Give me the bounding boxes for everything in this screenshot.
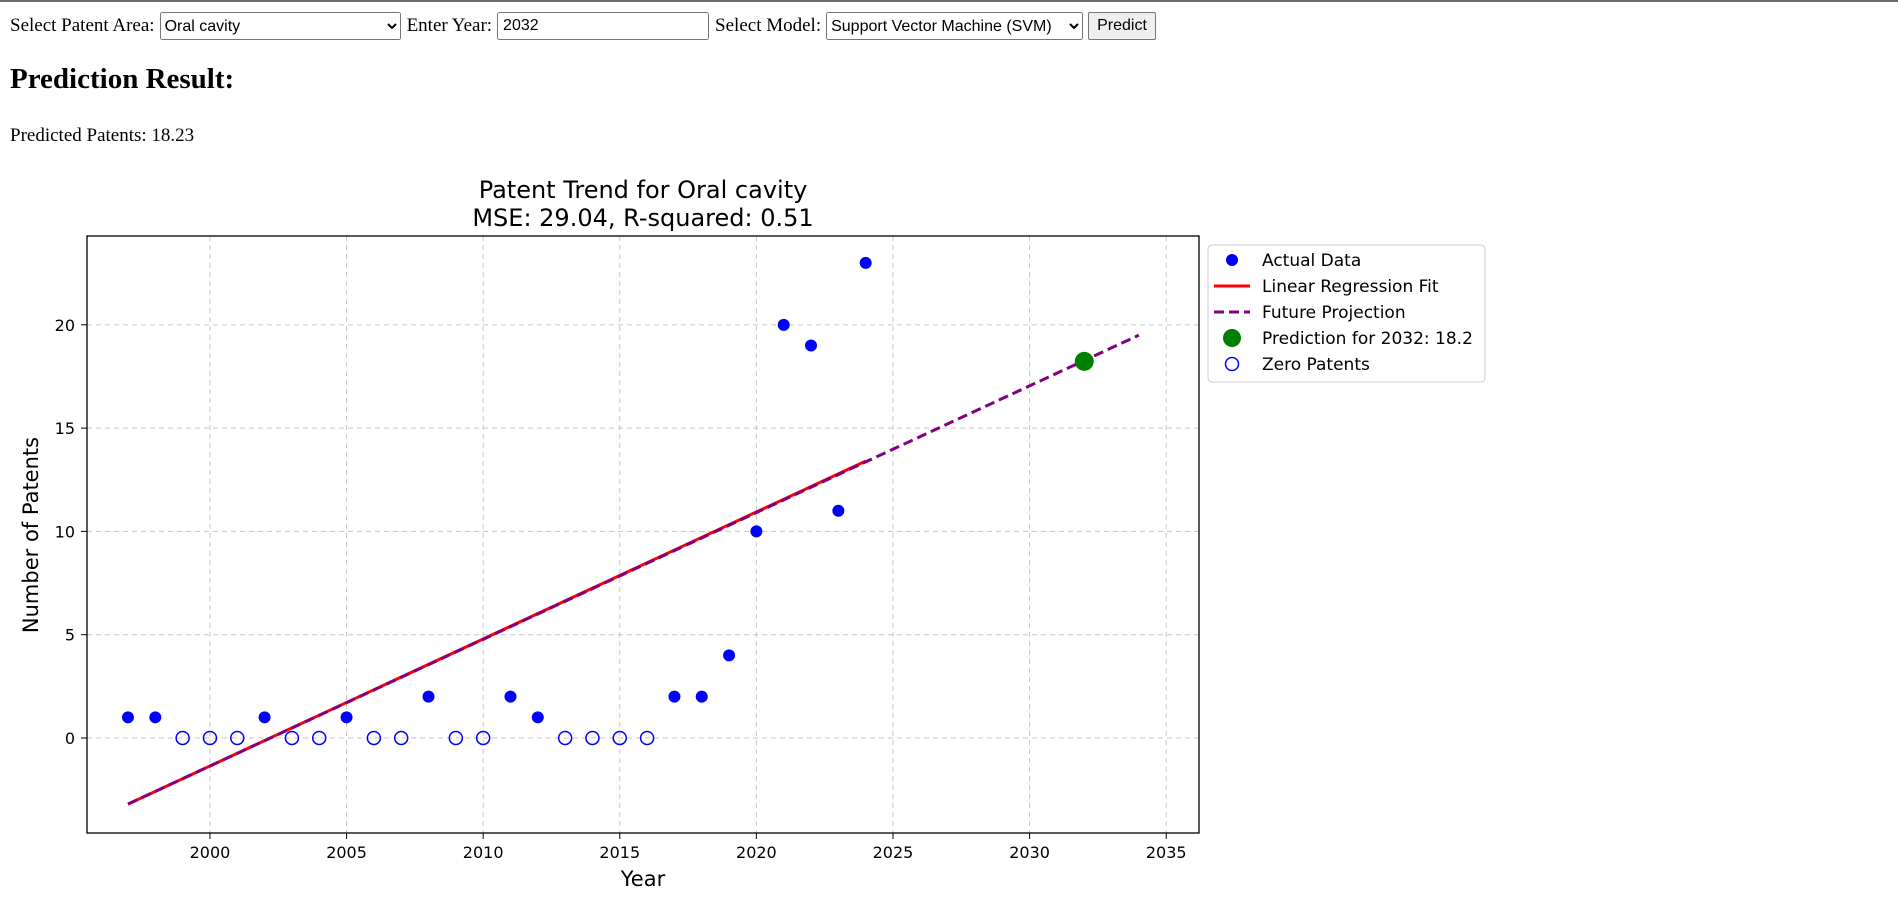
model-select[interactable]: Support Vector Machine (SVM): [826, 12, 1083, 40]
y-axis-label: Number of Patents: [19, 437, 43, 633]
legend-label-actual: Actual Data: [1262, 251, 1361, 271]
legend: Actual Data Linear Regression Fit Future…: [1208, 245, 1485, 382]
patent-trend-chart: Patent Trend for Oral cavity MSE: 29.04,…: [0, 170, 1500, 907]
x-tick-label: 2015: [599, 843, 640, 862]
year-label: Enter Year:: [407, 15, 492, 37]
y-tick-label: 15: [55, 419, 75, 438]
legend-marker-prediction: [1223, 329, 1241, 347]
y-tick-label: 10: [55, 522, 75, 541]
legend-label-regression: Linear Regression Fit: [1262, 277, 1439, 297]
axis-ticks: 2000 2005 2010 2015 2020 2025 2030 2035 0 5 10 15 20: [55, 316, 1187, 862]
actual-data-point: [122, 711, 134, 723]
x-tick-label: 2020: [736, 843, 777, 862]
data-points: [122, 257, 1094, 745]
model-label: Select Model:: [715, 15, 821, 37]
legend-label-prediction: Prediction for 2032: 18.2: [1262, 329, 1473, 349]
predict-button[interactable]: Predict: [1088, 12, 1156, 40]
actual-data-point: [668, 691, 680, 703]
legend-label-zero: Zero Patents: [1262, 355, 1370, 375]
actual-data-point: [504, 691, 516, 703]
actual-data-point: [778, 319, 790, 331]
patent-area-select[interactable]: Oral cavity: [160, 12, 401, 40]
actual-data-point: [832, 505, 844, 517]
y-tick-label: 0: [65, 729, 75, 748]
actual-data-point: [860, 257, 872, 269]
future-projection-line: [128, 335, 1139, 804]
chart-subtitle: MSE: 29.04, R-squared: 0.51: [472, 204, 813, 232]
x-axis-label: Year: [620, 867, 666, 891]
predicted-patents-text: Predicted Patents: 18.23: [10, 125, 194, 147]
actual-data-point: [696, 691, 708, 703]
controls-bar: Select Patent Area: Oral cavity Enter Ye…: [10, 12, 1156, 40]
x-tick-label: 2025: [873, 843, 914, 862]
actual-data-point: [723, 649, 735, 661]
actual-data-point: [149, 711, 161, 723]
prediction-point: [1075, 352, 1094, 371]
actual-data-point: [259, 711, 271, 723]
actual-data-point: [423, 691, 435, 703]
x-tick-label: 2010: [463, 843, 504, 862]
actual-data-point: [750, 525, 762, 537]
area-label: Select Patent Area:: [10, 15, 155, 37]
y-tick-label: 20: [55, 316, 75, 335]
x-tick-label: 2035: [1146, 843, 1187, 862]
legend-marker-actual: [1226, 254, 1238, 266]
x-tick-label: 2005: [326, 843, 367, 862]
y-tick-label: 5: [65, 626, 75, 645]
actual-data-point: [341, 711, 353, 723]
year-input[interactable]: [497, 12, 709, 40]
actual-data-point: [805, 339, 817, 351]
actual-data-point: [532, 711, 544, 723]
x-tick-label: 2030: [1009, 843, 1050, 862]
prediction-result-heading: Prediction Result:: [10, 63, 234, 96]
fit-lines: [128, 335, 1139, 804]
chart-title: Patent Trend for Oral cavity: [479, 176, 808, 204]
legend-label-projection: Future Projection: [1262, 303, 1406, 323]
x-tick-label: 2000: [190, 843, 231, 862]
